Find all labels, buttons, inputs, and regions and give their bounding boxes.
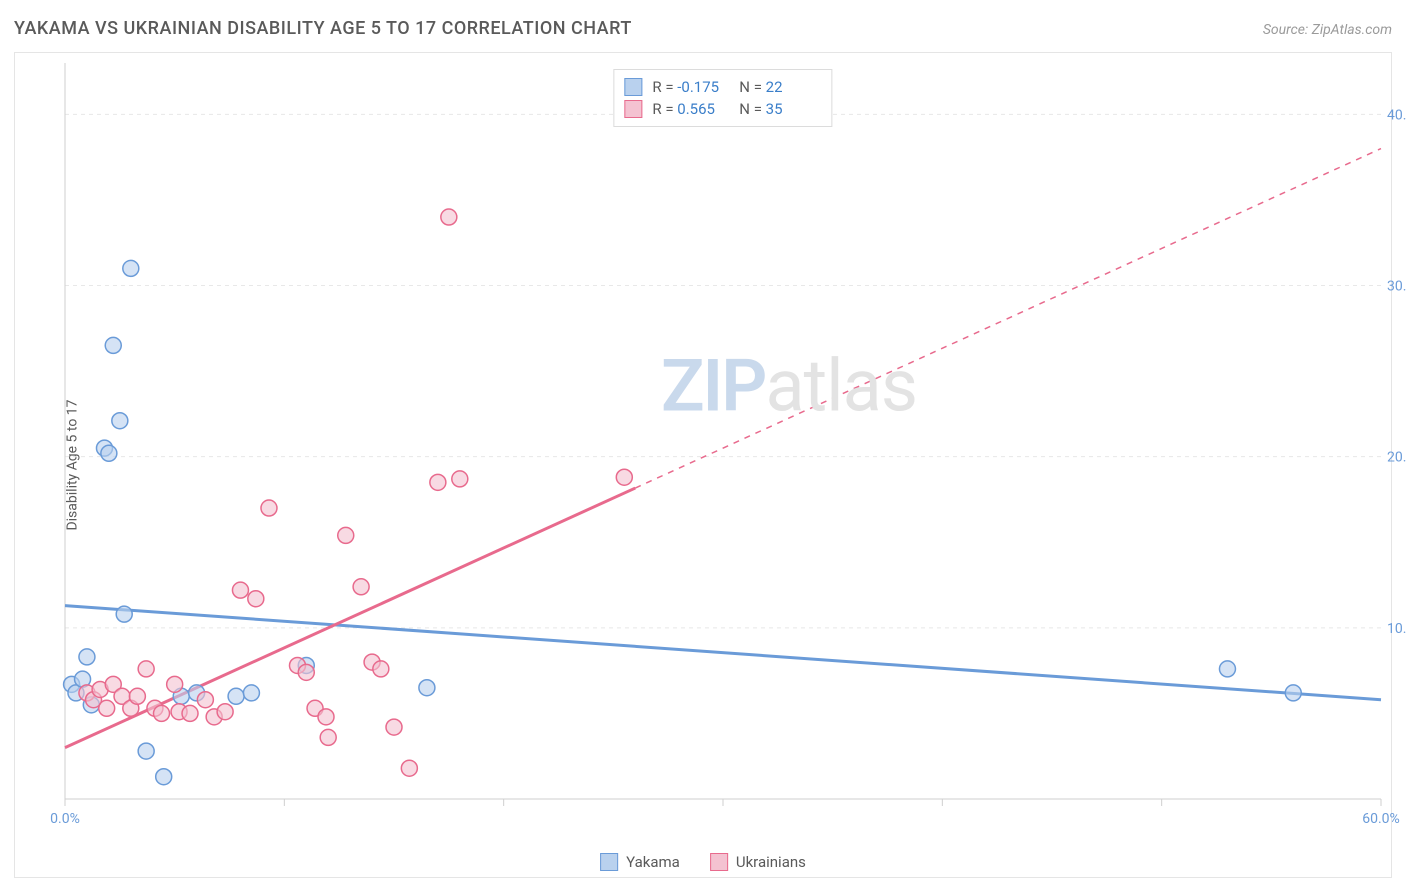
svg-text:10.0%: 10.0% — [1387, 621, 1406, 637]
plot-area: 10.0%20.0%30.0%40.0%0.0%60.0% ZIPatlas R… — [63, 61, 1383, 817]
stats-legend-row: R = 0.565 N = 35 — [624, 98, 817, 120]
svg-text:30.0%: 30.0% — [1387, 279, 1406, 295]
r-label: R = — [652, 78, 677, 96]
legend-label: Yakama — [626, 853, 680, 871]
n-value-yakama: 22 — [766, 76, 818, 98]
legend-item-yakama: Yakama — [600, 853, 680, 871]
r-label: R = — [652, 100, 677, 118]
n-value-ukrainians: 35 — [766, 98, 818, 120]
r-value-ukrainians: 0.565 — [677, 98, 729, 120]
n-label: N = — [739, 100, 765, 118]
chart-source: Source: ZipAtlas.com — [1263, 22, 1392, 38]
swatch-ukrainians — [710, 853, 728, 871]
legend-label: Ukrainians — [736, 853, 806, 871]
svg-text:20.0%: 20.0% — [1387, 450, 1406, 466]
n-label: N = — [739, 78, 765, 96]
series-legend: Yakama Ukrainians — [600, 853, 806, 871]
chart-frame: Disability Age 5 to 17 10.0%20.0%30.0%40… — [14, 52, 1392, 878]
plot-svg: 10.0%20.0%30.0%40.0%0.0%60.0% — [63, 61, 1383, 817]
swatch-ukrainians — [624, 100, 642, 118]
swatch-yakama — [624, 78, 642, 96]
svg-text:0.0%: 0.0% — [50, 811, 80, 827]
legend-item-ukrainians: Ukrainians — [710, 853, 806, 871]
chart-title: YAKAMA VS UKRAINIAN DISABILITY AGE 5 TO … — [14, 18, 632, 39]
r-value-yakama: -0.175 — [677, 76, 729, 98]
stats-legend-row: R = -0.175 N = 22 — [624, 76, 817, 98]
chart-header: YAKAMA VS UKRAINIAN DISABILITY AGE 5 TO … — [14, 18, 1392, 39]
svg-text:40.0%: 40.0% — [1387, 107, 1406, 123]
swatch-yakama — [600, 853, 618, 871]
svg-text:60.0%: 60.0% — [1362, 811, 1400, 827]
stats-legend: R = -0.175 N = 22 R = 0.565 N = 35 — [613, 69, 832, 127]
